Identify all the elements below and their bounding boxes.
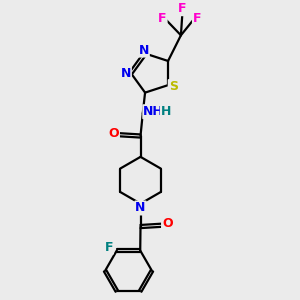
Text: H: H [160, 105, 171, 118]
Text: NH: NH [143, 105, 164, 118]
Text: N: N [135, 202, 146, 214]
Text: N: N [121, 67, 131, 80]
Text: O: O [108, 127, 119, 140]
Text: F: F [158, 13, 166, 26]
Text: F: F [193, 13, 201, 26]
Text: N: N [139, 44, 149, 57]
Text: O: O [162, 217, 173, 230]
Text: F: F [178, 2, 187, 15]
Text: S: S [169, 80, 178, 93]
Text: F: F [105, 241, 113, 254]
